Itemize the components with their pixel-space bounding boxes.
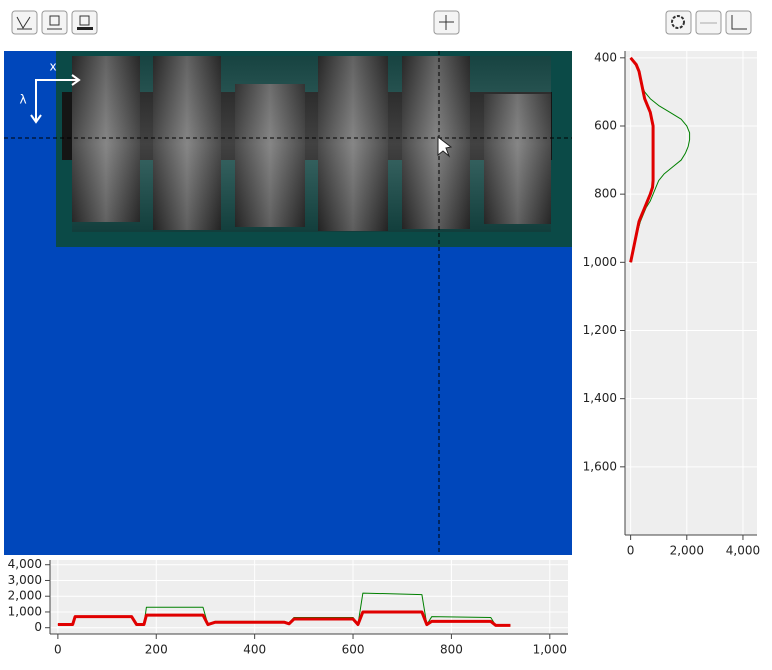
y-tick-label: 1,000 [583, 255, 617, 269]
y-tick-label: 1,000 [8, 604, 42, 618]
icon [439, 15, 454, 30]
x-tick-label: 0 [627, 544, 635, 558]
x-tick-label: 1,000 [533, 643, 567, 657]
y-tick-label: 3,000 [8, 573, 42, 587]
plot-area [625, 51, 757, 535]
icon [77, 27, 93, 30]
icon [79, 15, 90, 26]
y-tick-label: 2,000 [8, 589, 42, 603]
icon [16, 16, 32, 30]
y-tick-label: 600 [594, 118, 617, 132]
y-tick-label: 1,600 [583, 459, 617, 473]
shading [72, 56, 551, 232]
x-tick-label: 800 [440, 643, 463, 657]
y-tick-label: 0 [34, 620, 42, 634]
y-tick-label: 1,200 [583, 323, 617, 337]
x-tick-label: 400 [243, 643, 266, 657]
cursor [437, 135, 453, 158]
profile-line [57, 610, 511, 627]
y-tick-label: 400 [594, 50, 617, 64]
settings-button[interactable] [665, 10, 692, 35]
axes-button[interactable] [725, 10, 752, 35]
icon [671, 15, 685, 29]
y-tick-label: 800 [594, 187, 617, 201]
tool-button[interactable] [71, 10, 98, 35]
tool-button[interactable] [11, 10, 38, 35]
image-view: x λ [4, 51, 572, 555]
profile-line [629, 56, 655, 263]
axis-label: x [49, 60, 56, 74]
cylinders [72, 56, 551, 232]
x-tick-label: 200 [145, 643, 168, 657]
axis-label: λ [19, 93, 26, 107]
icon [47, 15, 62, 30]
y-tick-label: 4,000 [8, 557, 42, 571]
x-tick-label: 0 [54, 643, 62, 657]
x-tick-label: 600 [342, 643, 365, 657]
tool-button[interactable] [41, 10, 68, 35]
icon [731, 15, 747, 30]
x-tick-label: 4,000 [726, 544, 760, 558]
toolbar [11, 10, 752, 35]
axes-indicator [30, 74, 81, 124]
x-tick-label: 2,000 [670, 544, 704, 558]
y-tick-label: 1,400 [583, 391, 617, 405]
